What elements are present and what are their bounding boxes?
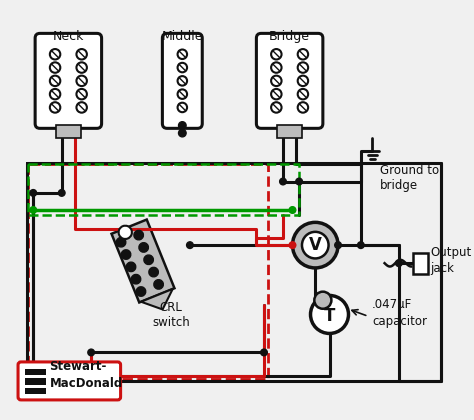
Circle shape (280, 178, 286, 185)
Circle shape (395, 260, 402, 267)
Circle shape (271, 89, 282, 100)
Circle shape (271, 76, 282, 86)
Circle shape (136, 287, 146, 296)
Circle shape (178, 50, 187, 59)
Text: Ground to
bridge: Ground to bridge (380, 164, 439, 192)
Circle shape (178, 89, 187, 99)
FancyBboxPatch shape (35, 33, 101, 129)
Circle shape (50, 89, 60, 100)
Circle shape (30, 207, 36, 213)
Circle shape (298, 89, 308, 100)
Circle shape (178, 63, 187, 72)
Circle shape (289, 242, 296, 249)
Circle shape (179, 129, 186, 137)
Circle shape (178, 103, 187, 112)
FancyBboxPatch shape (163, 33, 202, 129)
Circle shape (298, 49, 308, 60)
Polygon shape (141, 289, 173, 310)
Circle shape (261, 349, 267, 356)
Circle shape (139, 243, 148, 252)
Circle shape (134, 230, 144, 240)
Bar (413, 253, 428, 273)
Circle shape (116, 237, 126, 247)
Text: Middle: Middle (162, 29, 203, 42)
FancyBboxPatch shape (18, 362, 120, 400)
Bar (277, 125, 302, 138)
Circle shape (154, 280, 164, 289)
Text: T: T (324, 307, 335, 326)
Circle shape (179, 122, 186, 129)
Circle shape (271, 102, 282, 113)
Circle shape (118, 226, 132, 239)
Text: Stewart-
MacDonald: Stewart- MacDonald (49, 360, 123, 390)
Circle shape (298, 62, 308, 73)
Circle shape (298, 102, 308, 113)
Circle shape (50, 49, 60, 60)
Circle shape (88, 349, 94, 356)
Circle shape (289, 207, 296, 213)
Circle shape (50, 62, 60, 73)
Circle shape (296, 178, 302, 185)
Bar (25, 378, 46, 385)
Circle shape (76, 76, 87, 86)
FancyBboxPatch shape (256, 33, 323, 129)
Text: .047μF
capacitor: .047μF capacitor (372, 297, 427, 328)
Circle shape (34, 378, 38, 383)
Circle shape (178, 76, 187, 86)
Circle shape (76, 62, 87, 73)
Bar (25, 388, 46, 394)
Circle shape (292, 222, 338, 268)
Circle shape (310, 295, 348, 333)
Circle shape (34, 388, 38, 393)
Circle shape (126, 262, 136, 272)
Circle shape (76, 49, 87, 60)
Text: Output
jack: Output jack (430, 246, 472, 275)
Text: Bridge: Bridge (269, 29, 310, 42)
Circle shape (26, 378, 31, 383)
Circle shape (314, 291, 331, 309)
Circle shape (187, 242, 193, 249)
Circle shape (302, 232, 328, 258)
Circle shape (34, 369, 38, 374)
Circle shape (50, 102, 60, 113)
Text: V: V (309, 236, 322, 254)
Circle shape (271, 49, 282, 60)
Circle shape (30, 189, 36, 196)
Circle shape (298, 76, 308, 86)
Bar (56, 125, 81, 138)
Circle shape (50, 76, 60, 86)
Circle shape (26, 369, 31, 374)
Circle shape (26, 388, 31, 393)
Circle shape (144, 255, 154, 265)
Text: Neck: Neck (53, 29, 84, 42)
Circle shape (335, 242, 341, 249)
Text: CRL
switch: CRL switch (152, 301, 190, 329)
Circle shape (76, 89, 87, 100)
Circle shape (121, 250, 131, 259)
Circle shape (357, 242, 364, 249)
Circle shape (271, 62, 282, 73)
Circle shape (58, 189, 65, 196)
Circle shape (131, 274, 141, 284)
Bar (25, 369, 46, 375)
Circle shape (149, 268, 158, 277)
Circle shape (76, 102, 87, 113)
FancyBboxPatch shape (111, 220, 174, 302)
